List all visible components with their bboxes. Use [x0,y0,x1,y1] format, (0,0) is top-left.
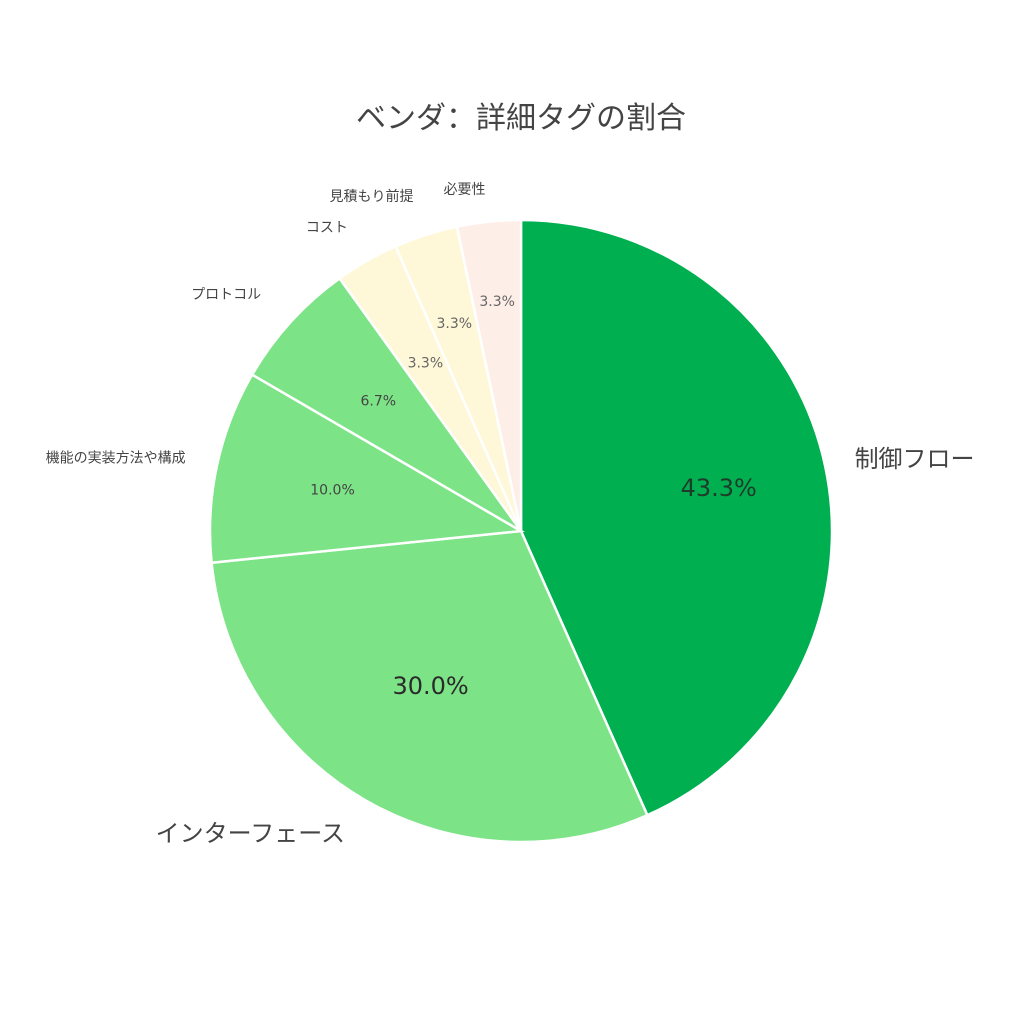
pie-slice [519,218,834,817]
slice-category-label: プロトコル [191,287,261,303]
slice-category-label: 見積もり前提 [329,188,413,205]
slice-percent-label: 3.3% [437,316,473,332]
slice-category-label: 制御フロー [855,445,975,473]
chart-title: ベンダ：詳細タグの割合 [356,101,686,136]
slice-percent-label: 3.3% [408,356,444,372]
slice-percent-label: 30.0% [392,672,468,700]
pie-slice [250,276,523,533]
slice-category-label: 機能の実装方法や構成 [46,451,186,467]
percent-labels: 43.3% 30.0% 10.0% 6.7% 3.3% 3.3% 3.3% [310,294,757,700]
pie-slice [208,372,525,565]
slice-category-label: 必要性 [443,182,485,198]
pie-slice [455,218,523,532]
slice-category-label: コスト [306,220,348,236]
slice-category-label: インターフェース [156,820,345,848]
slice-percent-label: 3.3% [479,294,515,310]
slice-percent-label: 10.0% [310,482,354,498]
pie-slices [208,218,834,844]
pie-slice [210,529,649,844]
slice-percent-label: 6.7% [360,393,396,409]
slice-percent-label: 43.3% [681,474,757,502]
